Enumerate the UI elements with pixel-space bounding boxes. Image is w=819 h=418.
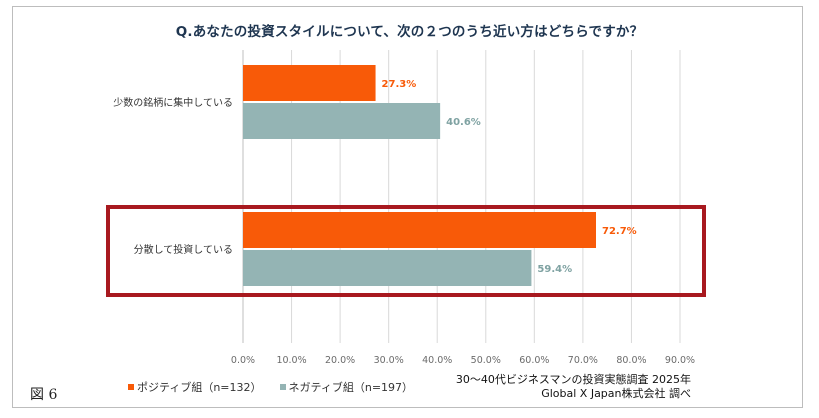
x-tick-label-5: 50.0% <box>471 355 501 366</box>
source-note: 30～40代ビジネスマンの投資実態調査 2025年 Global X Japan… <box>456 373 691 401</box>
x-tick-label-3: 30.0% <box>374 355 404 366</box>
source-line-2: Global X Japan株式会社 調べ <box>541 387 691 400</box>
data-label-negative-0: 40.6% <box>446 117 481 128</box>
category-label-1: 分散して投資している <box>134 243 233 256</box>
legend: ポジティブ組（n=132） ネガティブ組（n=197） <box>128 379 425 395</box>
legend-label-negative: ネガティブ組（n=197） <box>288 381 414 394</box>
x-tick-label-1: 10.0% <box>276 355 306 366</box>
bar-negative-0 <box>243 103 441 139</box>
bar-positive-0 <box>243 65 376 101</box>
x-tick-label-8: 80.0% <box>616 355 646 366</box>
legend-swatch-positive <box>128 384 134 390</box>
figure-label: 図 6 <box>30 387 58 403</box>
data-label-negative-1: 59.4% <box>537 264 572 275</box>
bar-positive-1 <box>243 212 596 248</box>
source-line-1: 30～40代ビジネスマンの投資実態調査 2025年 <box>455 373 691 386</box>
bar-negative-1 <box>243 250 532 286</box>
x-tick-label-9: 90.0% <box>665 355 695 366</box>
x-tick-label-2: 20.0% <box>325 355 355 366</box>
legend-label-positive: ポジティブ組（n=132） <box>137 381 262 394</box>
x-tick-label-4: 40.0% <box>422 355 452 366</box>
x-tick-label-7: 70.0% <box>568 355 598 366</box>
legend-swatch-negative <box>279 384 286 390</box>
legend-item-negative: ネガティブ組（n=197） <box>279 379 414 395</box>
legend-item-positive: ポジティブ組（n=132） <box>128 379 262 395</box>
data-label-positive-0: 27.3% <box>382 79 417 90</box>
chart-title: Q.あなたの投資スタイルについて、次の２つのうち近い方はどちらですか？ <box>175 24 644 40</box>
category-label-0: 少数の銘柄に集中している <box>113 96 233 109</box>
highlight-box <box>106 205 706 297</box>
x-tick-label-6: 60.0% <box>519 355 549 366</box>
data-label-positive-1: 72.7% <box>602 226 637 237</box>
x-tick-label-0: 0.0% <box>231 355 255 366</box>
